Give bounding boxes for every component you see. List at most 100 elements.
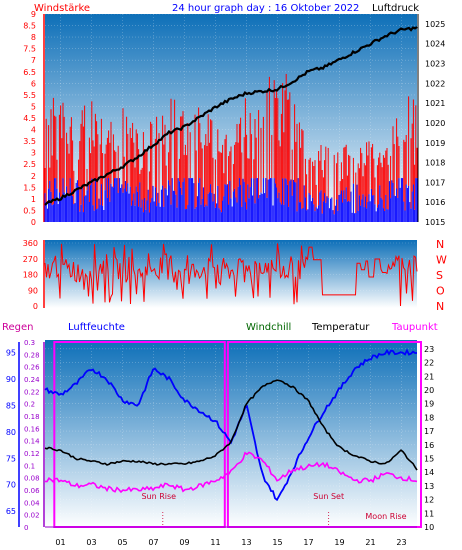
hour-tick-label: 09 xyxy=(179,538,189,547)
wind-tick-label: 6 xyxy=(31,79,36,88)
wind-tick-label: 0.5 xyxy=(23,206,36,215)
wind-tick-label: 6.5 xyxy=(23,68,36,77)
rain-tick-label: 0.28 xyxy=(24,351,40,359)
direction-tick-label: 0 xyxy=(33,302,38,311)
hour-tick-label: 07 xyxy=(148,538,158,547)
wind-tick-label: 2 xyxy=(31,172,36,181)
hour-tick-label: 05 xyxy=(117,538,127,547)
chart-title: 24 hour graph day : 16 Oktober 2022 xyxy=(172,3,359,14)
humidity-tick-label: 65 xyxy=(6,507,16,516)
temperatur-label: Temperatur xyxy=(311,322,370,333)
wind-tick-label: 5 xyxy=(31,102,36,111)
temp-tick-label: 10 xyxy=(424,523,434,532)
wind-tick-label: 8.5 xyxy=(23,22,36,31)
rain-tick-label: 0.12 xyxy=(24,450,40,458)
taupunkt-label: Taupunkt xyxy=(391,322,438,333)
hour-tick-label: 21 xyxy=(365,538,375,547)
humidity-tick-label: 95 xyxy=(6,349,16,358)
direction-tick-label: 270 xyxy=(23,255,38,264)
humidity-tick-label: 85 xyxy=(6,401,16,410)
wind-axis-label: Windstärke xyxy=(34,3,90,14)
temp-humidity-plot-area xyxy=(45,340,417,528)
temp-tick-label: 14 xyxy=(424,468,434,477)
humidity-tick-label: 70 xyxy=(6,481,16,490)
pressure-tick-label: 1024 xyxy=(425,40,445,49)
rain-tick-label: 0.1 xyxy=(24,462,35,470)
regen-label: Regen xyxy=(2,322,34,333)
windchill-label: Windchill xyxy=(246,322,291,333)
direction-tick-label: 90 xyxy=(28,286,38,295)
rain-tick-label: 0.02 xyxy=(24,512,40,520)
hour-tick-label: 17 xyxy=(303,538,313,547)
wind-tick-label: 1 xyxy=(31,195,36,204)
rain-tick-label: 0 xyxy=(24,524,28,532)
temp-tick-label: 20 xyxy=(424,386,434,395)
compass-label: S xyxy=(436,269,443,282)
temp-tick-label: 17 xyxy=(424,427,434,436)
pressure-tick-label: 1022 xyxy=(425,79,445,88)
rain-tick-label: 0.26 xyxy=(24,364,40,372)
humidity-tick-label: 75 xyxy=(6,454,16,463)
rain-tick-label: 0.14 xyxy=(24,438,40,446)
pressure-axis-label: Luftdruck xyxy=(372,3,419,14)
pressure-line xyxy=(44,26,418,206)
rain-tick-label: 0.22 xyxy=(24,388,40,396)
compass-label: O xyxy=(436,285,445,298)
wind-tick-label: 3 xyxy=(31,149,36,158)
hour-tick-label: 13 xyxy=(241,538,251,547)
wind-tick-label: 1.5 xyxy=(23,183,36,192)
temp-tick-label: 18 xyxy=(424,413,434,422)
rain-tick-label: 0.18 xyxy=(24,413,40,421)
rain-tick-label: 0.04 xyxy=(24,499,40,507)
wind-tick-label: 4.5 xyxy=(23,114,36,123)
rain-tick-label: 0.06 xyxy=(24,487,40,495)
wind-tick-label: 2.5 xyxy=(23,160,36,169)
pressure-tick-label: 1015 xyxy=(425,218,445,227)
hour-tick-label: 01 xyxy=(55,538,65,547)
wind-tick-label: 7.5 xyxy=(23,45,36,54)
sunrise-label: Sun Rise xyxy=(141,492,176,501)
wind-tick-label: 9 xyxy=(31,10,36,19)
temp-tick-label: 13 xyxy=(424,482,434,491)
pressure-tick-label: 1021 xyxy=(425,99,445,108)
pressure-tick-label: 1020 xyxy=(425,119,445,128)
hour-tick-label: 19 xyxy=(334,538,344,547)
direction-line xyxy=(44,243,418,307)
compass-label: N xyxy=(436,300,444,313)
pressure-tick-label: 1023 xyxy=(425,60,445,69)
temp-tick-label: 11 xyxy=(424,509,434,518)
wind-bars xyxy=(44,73,418,222)
pressure-tick-label: 1018 xyxy=(425,159,445,168)
wind-tick-label: 5.5 xyxy=(23,91,36,100)
rain-tick-label: 0.16 xyxy=(24,425,40,433)
temp-tick-label: 15 xyxy=(424,454,434,463)
rain-tick-label: 0.3 xyxy=(24,339,35,347)
humidity-tick-label: 80 xyxy=(6,428,16,437)
temp-tick-label: 21 xyxy=(424,372,434,381)
compass-label: W xyxy=(436,254,447,267)
dewpoint-line xyxy=(44,451,418,494)
temp-tick-label: 16 xyxy=(424,441,434,450)
temp-tick-label: 19 xyxy=(424,400,434,409)
luftfeuchte-label: Luftfeuchte xyxy=(68,322,125,333)
pressure-tick-label: 1016 xyxy=(425,198,445,207)
direction-tick-label: 180 xyxy=(23,271,38,280)
temp-tick-label: 22 xyxy=(424,359,434,368)
temp-tick-label: 23 xyxy=(424,345,434,354)
direction-plot-area xyxy=(45,240,417,308)
temperature-line xyxy=(44,379,418,471)
sunset-label: Sun Set xyxy=(313,492,344,501)
hour-tick-label: 03 xyxy=(86,538,96,547)
wind-tick-label: 7 xyxy=(31,56,36,65)
hour-tick-label: 15 xyxy=(272,538,282,547)
rain-tick-label: 0.08 xyxy=(24,475,40,483)
pressure-tick-label: 1025 xyxy=(425,20,445,29)
hour-tick-label: 23 xyxy=(396,538,406,547)
wind-tick-label: 3.5 xyxy=(23,137,36,146)
moonrise-label: Moon Rise xyxy=(365,512,406,521)
wind-tick-label: 4 xyxy=(31,126,36,135)
wind-tick-label: 0 xyxy=(31,218,36,227)
pressure-tick-label: 1017 xyxy=(425,178,445,187)
humidity-tick-label: 90 xyxy=(6,375,16,384)
